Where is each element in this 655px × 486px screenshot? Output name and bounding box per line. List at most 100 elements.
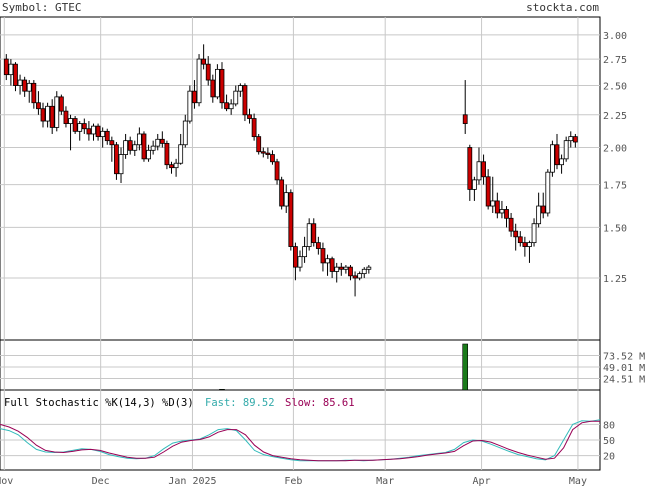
candle-body (462, 114, 468, 124)
candle-body (494, 200, 500, 214)
candle-body (315, 242, 321, 249)
candle-body (77, 123, 83, 132)
candle-body (22, 79, 28, 92)
stochastic-panel (0, 389, 601, 471)
candle-body (3, 58, 9, 76)
candle-body (568, 136, 574, 142)
candle-body (114, 144, 119, 175)
volume-tick-label: 24.51 M (603, 374, 645, 385)
candle-body (8, 63, 14, 76)
candle-body (173, 162, 179, 169)
candle-body (343, 266, 349, 270)
candle-body (467, 147, 473, 190)
symbol-label: Symbol: GTEC (2, 1, 81, 14)
candle-body (563, 140, 569, 160)
volume-tick-label: 49.01 M (603, 363, 645, 374)
candle-body (109, 140, 115, 146)
candle-body (178, 144, 184, 164)
candle-body (527, 242, 532, 247)
candle-body (536, 205, 542, 225)
candle-body (260, 151, 266, 154)
candle-body (513, 230, 519, 238)
candle-body (100, 130, 106, 138)
candle-body (150, 145, 156, 151)
candle-body (224, 102, 229, 110)
candle-body (293, 246, 298, 268)
candle-body (471, 179, 477, 190)
candle-body (210, 79, 216, 98)
candle-body (329, 258, 335, 272)
candle-body (81, 123, 87, 130)
x-tick-label: Jan 2025 (168, 476, 216, 486)
stochastic-title: Full Stochastic %K(14,3) %D(3) (4, 397, 194, 409)
candle-body (499, 209, 505, 214)
candle-body (182, 120, 188, 146)
price-tick-label: 2.75 (603, 55, 627, 66)
price-tick-label: 1.50 (603, 223, 627, 234)
candle-body (104, 130, 110, 142)
candle-body (118, 154, 124, 175)
x-tick-label: Apr (473, 476, 491, 486)
candle-body (187, 90, 193, 122)
volume-panel (0, 339, 601, 391)
candle-body (54, 96, 60, 128)
candle-body (214, 68, 220, 98)
candle-body (68, 118, 73, 124)
x-tick-label: Nov (0, 476, 13, 486)
candle-body (141, 133, 147, 160)
candle-body (302, 246, 307, 258)
candle-body (283, 192, 289, 207)
price-tick-label: 1.75 (603, 181, 627, 192)
candle-body (485, 176, 491, 207)
candle-body (242, 85, 248, 116)
candle-body (201, 58, 207, 65)
tick-label-layer: Nov Dec Jan 2025 Feb Mar Apr May 3.00 2.75 2.50 2.… (0, 31, 645, 486)
candle-body (348, 266, 353, 277)
candle-body (508, 217, 514, 232)
candle-body (517, 236, 523, 244)
price-tick-label: 2.50 (603, 82, 627, 93)
candle-body (270, 154, 275, 163)
candle-body (540, 205, 546, 214)
candle-body (192, 90, 197, 104)
candle-body (297, 256, 303, 268)
price-tick-label: 3.00 (603, 31, 627, 42)
stochastic-tick-label: 50 (603, 436, 615, 447)
candle-body (357, 273, 363, 279)
candle-layer (3, 44, 578, 297)
price-tick-label: 2.25 (603, 111, 627, 122)
price-tick-label: 1.25 (603, 274, 627, 285)
price-tick-label: 2.00 (603, 144, 627, 155)
candle-body (559, 158, 564, 166)
candle-body (247, 114, 252, 119)
candle-body (233, 90, 239, 105)
candle-body (481, 161, 486, 178)
volume-tick-label: 73.52 M (603, 351, 645, 362)
candle-body (522, 242, 528, 247)
candle-body (531, 223, 537, 244)
price-panel (0, 16, 601, 341)
candle-body (159, 138, 165, 144)
x-tick-label: Dec (92, 476, 110, 486)
candle-body (256, 136, 262, 153)
volume-bar (462, 343, 469, 391)
candle-body (136, 133, 142, 146)
candle-body (237, 85, 243, 92)
candle-body (554, 144, 560, 166)
candle-body (325, 258, 330, 264)
candle-body (361, 268, 367, 275)
candle-body (205, 63, 211, 81)
candle-body (288, 192, 294, 247)
candle-body (550, 144, 555, 173)
stochastic-fast-label: Fast: 89.52 (205, 397, 275, 409)
candle-body (306, 223, 312, 247)
candle-body (26, 82, 32, 92)
candle-body (228, 103, 234, 110)
candle-body (155, 138, 161, 147)
x-tick-label: Feb (284, 476, 302, 486)
stochastic-slow-label: Slow: 85.61 (285, 397, 355, 409)
candle-body (334, 266, 340, 272)
candle-body (572, 136, 578, 143)
candle-body (265, 152, 271, 155)
